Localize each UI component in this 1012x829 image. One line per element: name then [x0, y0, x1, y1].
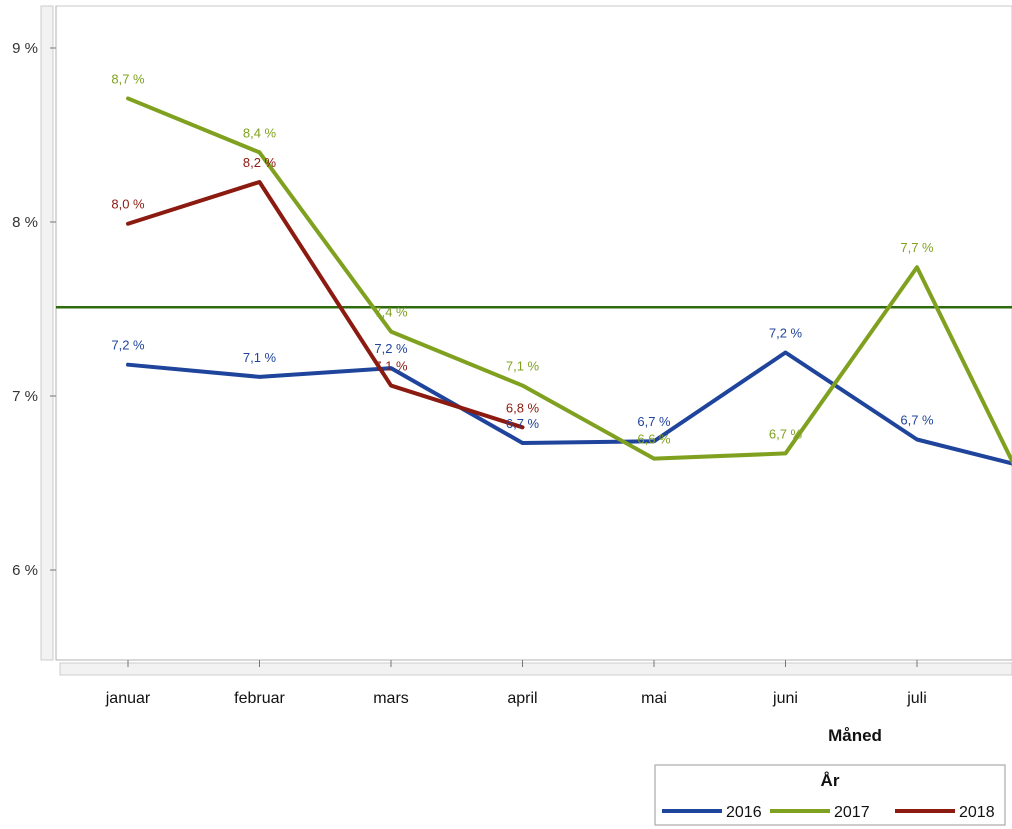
y-tick-label: 8 % — [12, 214, 38, 231]
data-label-2017: 7,7 % — [900, 240, 934, 255]
x-scrollbar-track[interactable] — [59, 662, 1012, 676]
x-ticks: januar februar mars april mai juni juli — [105, 660, 927, 707]
y-tick-label: 6 % — [12, 562, 38, 579]
data-label-2016: 7,2 % — [374, 341, 408, 356]
x-axis-title: Måned — [828, 726, 882, 745]
legend-label-2016: 2016 — [726, 804, 762, 821]
data-label-2018: 6,8 % — [506, 400, 540, 415]
series-lines — [126, 96, 1012, 466]
data-label-2018: 8,2 % — [243, 155, 277, 170]
series-line-2016 — [126, 350, 1012, 466]
y-scrollbar-track[interactable] — [40, 5, 54, 661]
data-label-2016: 6,7 % — [637, 414, 671, 429]
y-ticks: 6 % 7 % 8 % 9 % — [12, 40, 56, 579]
x-tick-label: mars — [373, 690, 409, 707]
legend-box — [654, 764, 1006, 826]
x-tick-label: juli — [906, 690, 927, 707]
data-label-2016: 6,7 % — [506, 416, 540, 431]
data-label-2017: 6,6 % — [637, 432, 671, 447]
data-label-2016: 6,7 % — [900, 413, 934, 428]
series-line-2017 — [126, 96, 1012, 466]
plot-area — [55, 5, 1012, 661]
data-label-2016: 7,1 % — [243, 350, 277, 365]
legend-items: 2016 2017 2018 — [662, 804, 995, 821]
data-label-2016: 7,2 % — [769, 326, 803, 341]
x-tick-label: februar — [234, 690, 285, 707]
x-tick-label: april — [507, 690, 537, 707]
data-labels: 7,2 % 7,1 % 7,2 % 6,7 % 6,7 % 7,2 % 6,7 % 8,7 %… — [111, 71, 934, 446]
data-label-2017: 8,7 % — [111, 71, 145, 86]
series-line-2018 — [126, 179, 525, 430]
legend-label-2017: 2017 — [834, 804, 870, 821]
data-label-2017: 6,7 % — [769, 426, 803, 441]
x-tick-label: januar — [105, 690, 151, 707]
data-label-2017: 8,4 % — [243, 125, 277, 140]
legend-label-2018: 2018 — [959, 804, 995, 821]
y-tick-label: 7 % — [12, 388, 38, 405]
data-label-2017: 7,4 % — [374, 305, 408, 320]
y-tick-label: 9 % — [12, 40, 38, 57]
x-tick-label: mai — [641, 690, 667, 707]
data-label-2018: 8,0 % — [111, 197, 145, 212]
x-tick-label: juni — [772, 690, 798, 707]
legend: År 2016 2017 2018 — [654, 764, 1006, 826]
data-label-2016: 7,2 % — [111, 338, 145, 353]
data-label-2017: 7,1 % — [506, 359, 540, 374]
data-label-2018: 7,1 % — [374, 359, 408, 374]
legend-title: År — [821, 771, 840, 790]
